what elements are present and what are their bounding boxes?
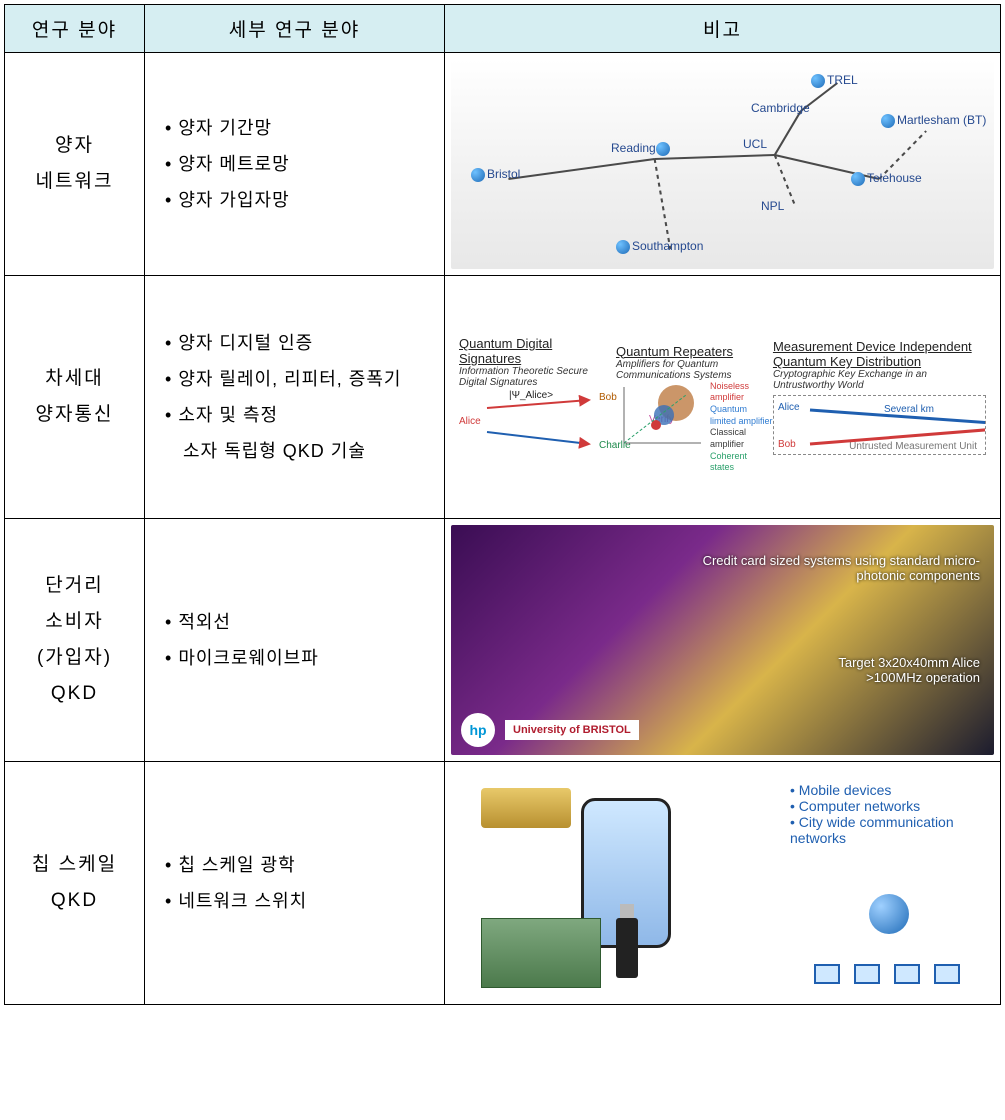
- field-line: 단거리: [45, 575, 103, 596]
- field-cell: 단거리 소비자 (가입자) QKD: [5, 519, 145, 762]
- table-row: 단거리 소비자 (가입자) QKD 적외선 마이크로웨이브파 Credit ca…: [5, 519, 1001, 762]
- chip-scale-diagram: Mobile devices Computer networks City wi…: [451, 768, 994, 998]
- qkd-concepts-diagram: Quantum Digital Signatures Information T…: [451, 282, 994, 512]
- field-cell: 양자 네트워크: [5, 53, 145, 276]
- repeaters-title: Quantum Repeaters: [616, 344, 773, 359]
- detail-cell: 양자 디지털 인증 양자 릴레이, 리피터, 증폭기 소자 및 측정 소자 독립…: [145, 276, 445, 519]
- node-label: UCL: [743, 137, 767, 151]
- field-line: 차세대: [45, 368, 103, 389]
- detail-cell: 양자 기간망 양자 메트로망 양자 가입자망: [145, 53, 445, 276]
- field-line: 양자: [55, 135, 94, 156]
- detail-list: 칩 스케일 광학 네트워크 스위치: [159, 847, 434, 919]
- field-line: 소비자: [45, 611, 103, 632]
- detail-item: 양자 기간망: [165, 110, 434, 146]
- qds-title: Quantum Digital Signatures: [459, 336, 616, 366]
- remark-cell: Credit card sized systems using standard…: [445, 519, 1001, 762]
- detail-item: 마이크로웨이브파: [165, 640, 434, 676]
- mdi-diagram: Alice Bob Several km Untrusted Measureme…: [773, 395, 986, 455]
- hp-bristol-photo: Credit card sized systems using standard…: [451, 525, 994, 755]
- header-field: 연구 분야: [5, 5, 145, 53]
- table-row: 칩 스케일 QKD 칩 스케일 광학 네트워크 스위치 Mobile devic…: [5, 762, 1001, 1005]
- mdi-title: Measurement Device Independent Quantum K…: [773, 339, 986, 369]
- bristol-logo: University of BRISTOL: [505, 720, 639, 740]
- table-header-row: 연구 분야 세부 연구 분야 비고: [5, 5, 1001, 53]
- detail-list: 적외선 마이크로웨이브파: [159, 604, 434, 676]
- remark-cell: TREL Cambridge Martlesham (BT) Bristol R…: [445, 53, 1001, 276]
- detail-item: 양자 가입자망: [165, 182, 434, 218]
- legend-item: Noiseless amplifier: [710, 381, 773, 404]
- circuit-board-icon: [481, 918, 601, 988]
- detail-cell: 칩 스케일 광학 네트워크 스위치: [145, 762, 445, 1005]
- network-icon: [814, 894, 964, 984]
- node-label: Cambridge: [751, 101, 810, 115]
- field-line: 양자통신: [36, 404, 114, 425]
- detail-item: 양자 메트로망: [165, 146, 434, 182]
- field-line: QKD: [51, 683, 98, 704]
- mdi-lines: [774, 396, 985, 454]
- field-line: 칩 스케일: [32, 854, 117, 875]
- chip-bullets: Mobile devices Computer networks City wi…: [784, 782, 984, 846]
- remark-cell: Mobile devices Computer networks City wi…: [445, 762, 1001, 1005]
- field-line: 네트워크: [36, 171, 114, 192]
- field-cell: 차세대 양자통신: [5, 276, 145, 519]
- detail-list: 양자 기간망 양자 메트로망 양자 가입자망: [159, 110, 434, 218]
- field-line: QKD: [51, 890, 98, 911]
- field-line: (가입자): [37, 647, 112, 668]
- network-edges: [451, 59, 994, 269]
- node-label: Telehouse: [867, 171, 922, 185]
- node-label: Reading: [611, 141, 656, 155]
- table-row: 양자 네트워크 양자 기간망 양자 메트로망 양자 가입자망: [5, 53, 1001, 276]
- header-remark: 비고: [445, 5, 1001, 53]
- detail-item: 양자 디지털 인증: [165, 325, 434, 361]
- detail-cell: 적외선 마이크로웨이브파: [145, 519, 445, 762]
- qds-subtitle: Information Theoretic Secure Digital Sig…: [459, 366, 616, 388]
- network-map-diagram: TREL Cambridge Martlesham (BT) Bristol R…: [451, 59, 994, 269]
- photo-caption-top: Credit card sized systems using standard…: [654, 553, 980, 583]
- detail-item: 칩 스케일 광학: [165, 847, 434, 883]
- node-label: Martlesham (BT): [897, 113, 986, 127]
- photo-caption-mid: Target 3x20x40mm Alice >100MHz operation: [654, 655, 980, 685]
- detail-item: 적외선: [165, 604, 434, 640]
- chip-bullet: City wide communication networks: [790, 814, 984, 846]
- node-label: TREL: [827, 73, 858, 87]
- detail-item: 소자 및 측정 소자 독립형 QKD 기술: [165, 397, 434, 469]
- repeaters-subtitle: Amplifiers for Quantum Communications Sy…: [616, 359, 773, 381]
- hp-logo-icon: hp: [461, 713, 495, 747]
- research-table: 연구 분야 세부 연구 분야 비고 양자 네트워크 양자 기간망 양자 메트로망…: [4, 4, 1001, 1005]
- node-label: Bristol: [487, 167, 520, 181]
- table-row: 차세대 양자통신 양자 디지털 인증 양자 릴레이, 리피터, 증폭기 소자 및…: [5, 276, 1001, 519]
- detail-item: 네트워크 스위치: [165, 883, 434, 919]
- mdi-subtitle: Cryptographic Key Exchange in an Untrust…: [773, 369, 986, 391]
- field-cell: 칩 스케일 QKD: [5, 762, 145, 1005]
- node-label: NPL: [761, 199, 784, 213]
- node-label: Southampton: [632, 239, 703, 253]
- remark-cell: Quantum Digital Signatures Information T…: [445, 276, 1001, 519]
- legend-item: Coherent states: [710, 451, 773, 474]
- usb-stick-icon: [616, 918, 638, 978]
- optical-module-icon: [481, 788, 571, 828]
- header-detail: 세부 연구 분야: [145, 5, 445, 53]
- detail-item: 양자 릴레이, 리피터, 증폭기: [165, 361, 434, 397]
- chip-bullet: Mobile devices: [790, 782, 984, 798]
- chip-bullet: Computer networks: [790, 798, 984, 814]
- legend-item: Classical amplifier: [710, 427, 773, 450]
- repeaters-plot: [616, 381, 706, 451]
- legend-item: Quantum limited amplifier: [710, 404, 773, 427]
- qds-arrows: [459, 388, 616, 458]
- detail-list: 양자 디지털 인증 양자 릴레이, 리피터, 증폭기 소자 및 측정 소자 독립…: [159, 325, 434, 469]
- detail-subitem: 소자 독립형 QKD 기술: [165, 433, 434, 469]
